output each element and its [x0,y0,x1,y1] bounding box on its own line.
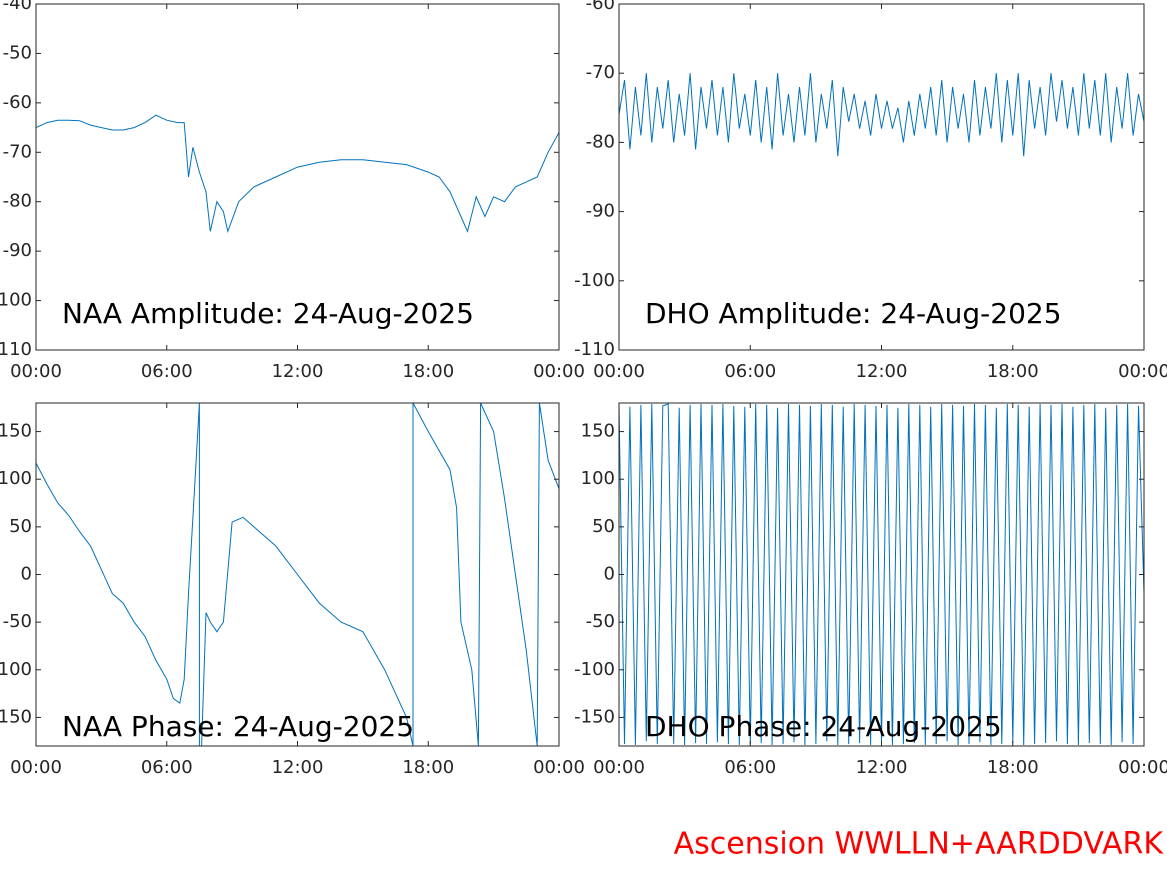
x-tick-label: 12:00 [272,361,324,382]
y-tick-label: -100 [0,290,32,311]
y-tick-label: -100 [574,659,615,680]
x-tick-label: 00:00 [593,361,645,382]
y-tick-label: -70 [586,62,615,83]
x-tick-label: 00:00 [1118,757,1167,778]
y-tick-label: -50 [586,611,615,632]
data-line [618,73,1145,157]
y-tick-label: -80 [586,131,615,152]
x-tick-label: 06:00 [141,361,193,382]
y-tick-label: 150 [0,421,32,442]
data-line [35,402,560,747]
data-line [618,403,1145,746]
x-tick-label: 00:00 [533,757,585,778]
data-line [35,114,560,234]
x-tick-label: 00:00 [10,361,62,382]
annotation: NAA Phase: 24-Aug-2025 [62,710,414,743]
y-tick-label: -100 [574,270,615,291]
y-tick-label: 150 [581,421,615,442]
y-tick-label: -150 [0,706,32,727]
y-tick-label: 100 [581,468,615,489]
x-tick-label: 18:00 [402,757,454,778]
x-tick-label: 18:00 [402,361,454,382]
y-tick-label: -40 [3,0,32,14]
y-tick-label: -50 [3,42,32,63]
x-tick-label: 00:00 [10,757,62,778]
y-tick-label: 0 [21,564,32,585]
x-tick-label: 06:00 [724,757,776,778]
x-tick-label: 12:00 [272,757,324,778]
x-tick-label: 06:00 [724,361,776,382]
y-tick-label: -80 [3,191,32,212]
y-tick-label: 50 [592,516,615,537]
x-tick-label: 00:00 [533,361,585,382]
annotation: DHO Phase: 24-Aug-2025 [645,710,1002,743]
y-tick-label: -70 [3,141,32,162]
footer: Ascension WWLLN+AARDDVARK [674,827,1165,862]
x-tick-label: 00:00 [1118,361,1167,382]
y-tick-label: -110 [0,339,32,360]
x-tick-label: 06:00 [141,757,193,778]
y-tick-label: -60 [586,0,615,14]
y-tick-label: 0 [604,564,615,585]
y-tick-label: -90 [586,201,615,222]
y-tick-label: -150 [574,706,615,727]
y-tick-label: -60 [3,92,32,113]
x-tick-label: 00:00 [593,757,645,778]
annotation: NAA Amplitude: 24-Aug-2025 [62,297,474,330]
y-tick-label: 100 [0,468,32,489]
y-tick-label: -100 [0,659,32,680]
axes-frame [618,402,1145,747]
y-tick-label: -90 [3,240,32,261]
annotation: DHO Amplitude: 24-Aug-2025 [645,297,1062,330]
y-tick-label: -50 [3,611,32,632]
y-tick-label: 50 [9,516,32,537]
y-tick-label: -110 [574,339,615,360]
x-tick-label: 18:00 [987,757,1039,778]
x-tick-label: 12:00 [856,361,908,382]
x-tick-label: 18:00 [987,361,1039,382]
x-tick-label: 12:00 [856,757,908,778]
